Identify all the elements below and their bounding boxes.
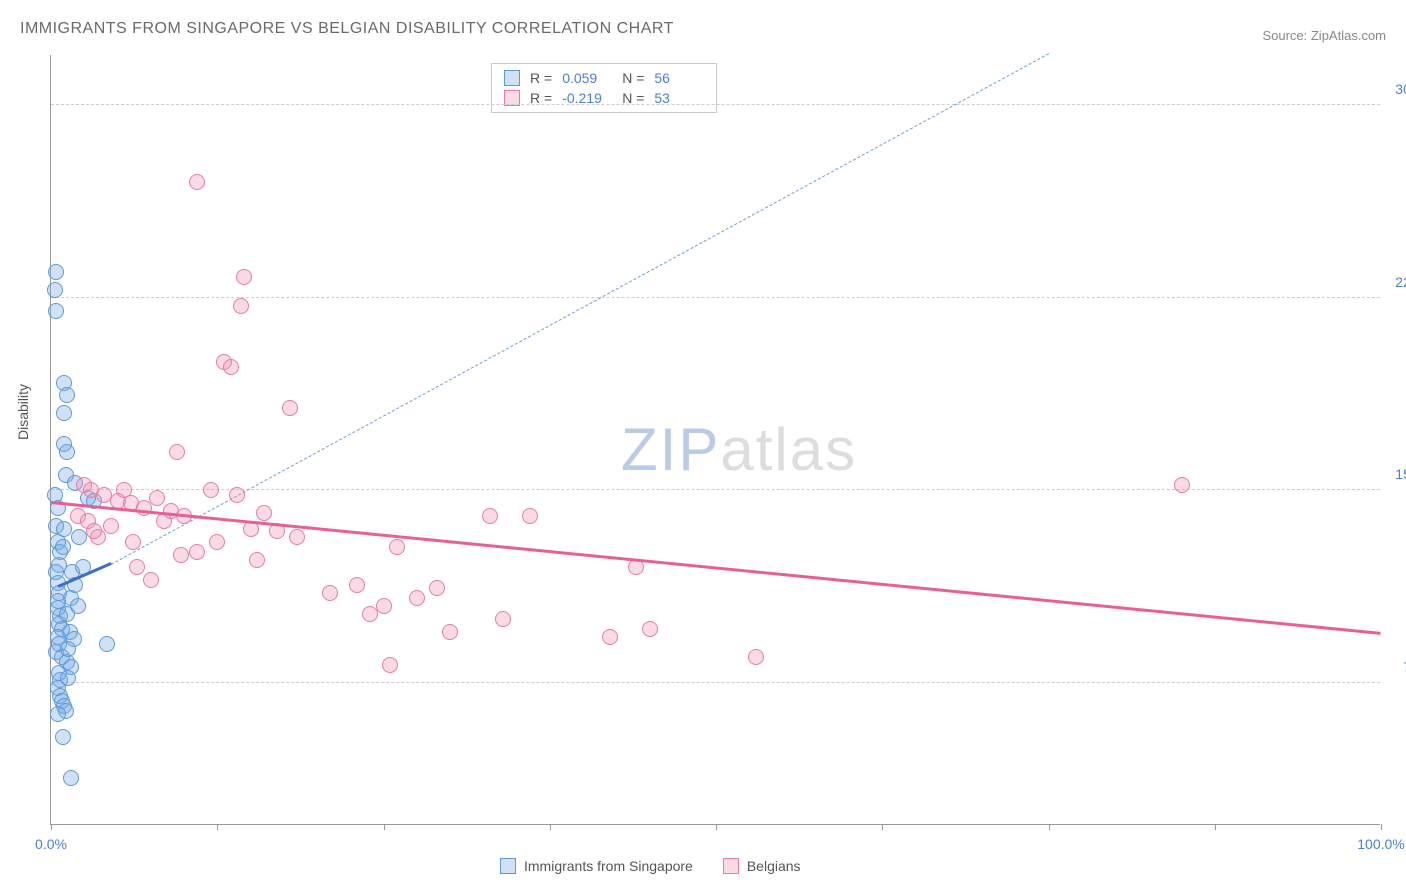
data-point bbox=[48, 264, 64, 280]
data-point bbox=[56, 405, 72, 421]
data-point bbox=[189, 544, 205, 560]
x-tick bbox=[882, 824, 883, 830]
data-point bbox=[442, 624, 458, 640]
data-point bbox=[382, 657, 398, 673]
data-point bbox=[99, 636, 115, 652]
x-tick-label: 0.0% bbox=[35, 836, 67, 852]
x-tick bbox=[1381, 824, 1382, 830]
watermark-atlas: atlas bbox=[720, 416, 857, 483]
data-point bbox=[71, 529, 87, 545]
data-point bbox=[236, 269, 252, 285]
swatch-icon bbox=[504, 70, 520, 86]
data-point bbox=[522, 508, 538, 524]
data-point bbox=[59, 387, 75, 403]
data-point bbox=[482, 508, 498, 524]
data-point bbox=[48, 303, 64, 319]
data-point bbox=[86, 523, 102, 539]
data-point bbox=[495, 611, 511, 627]
data-point bbox=[169, 444, 185, 460]
data-point bbox=[189, 174, 205, 190]
data-point bbox=[55, 539, 71, 555]
watermark: ZIPatlas bbox=[621, 415, 857, 484]
data-point bbox=[389, 539, 405, 555]
data-point bbox=[748, 649, 764, 665]
stat-value-n: 56 bbox=[654, 70, 704, 86]
x-tick bbox=[550, 824, 551, 830]
data-point bbox=[125, 534, 141, 550]
swatch-icon bbox=[500, 858, 516, 874]
bottom-legend: Immigrants from Singapore Belgians bbox=[500, 858, 801, 874]
x-tick-label: 100.0% bbox=[1357, 836, 1404, 852]
data-point bbox=[203, 482, 219, 498]
data-point bbox=[209, 534, 225, 550]
y-axis-label: Disability bbox=[15, 384, 31, 440]
trend-line bbox=[111, 53, 1049, 565]
data-point bbox=[60, 641, 76, 657]
x-tick bbox=[51, 824, 52, 830]
data-point bbox=[229, 487, 245, 503]
data-point bbox=[136, 500, 152, 516]
data-point bbox=[409, 590, 425, 606]
data-point bbox=[103, 518, 119, 534]
data-point bbox=[249, 552, 265, 568]
data-point bbox=[1174, 477, 1190, 493]
data-point bbox=[429, 580, 445, 596]
legend-item: Immigrants from Singapore bbox=[500, 858, 693, 874]
data-point bbox=[56, 521, 72, 537]
stat-label-n: N = bbox=[622, 70, 644, 86]
data-point bbox=[149, 490, 165, 506]
data-point bbox=[143, 572, 159, 588]
x-tick bbox=[1215, 824, 1216, 830]
data-point bbox=[63, 770, 79, 786]
stats-row: R = 0.059 N = 56 bbox=[504, 68, 704, 88]
legend-label: Belgians bbox=[747, 858, 801, 874]
data-point bbox=[173, 547, 189, 563]
data-point bbox=[282, 400, 298, 416]
data-point bbox=[59, 444, 75, 460]
trend-line bbox=[51, 501, 1381, 634]
data-point bbox=[322, 585, 338, 601]
swatch-icon bbox=[723, 858, 739, 874]
x-tick bbox=[217, 824, 218, 830]
y-tick-label: 30.0% bbox=[1385, 81, 1406, 97]
data-point bbox=[289, 529, 305, 545]
data-point bbox=[70, 598, 86, 614]
data-point bbox=[642, 621, 658, 637]
grid-line bbox=[51, 297, 1380, 298]
y-tick-label: 22.5% bbox=[1385, 274, 1406, 290]
data-point bbox=[233, 298, 249, 314]
scatter-chart: ZIPatlas R = 0.059 N = 56 R = -0.219 N =… bbox=[50, 55, 1380, 825]
data-point bbox=[129, 559, 145, 575]
legend-label: Immigrants from Singapore bbox=[524, 858, 693, 874]
stat-value-r: 0.059 bbox=[562, 70, 612, 86]
data-point bbox=[55, 729, 71, 745]
grid-line bbox=[51, 104, 1380, 105]
data-point bbox=[47, 282, 63, 298]
y-tick-label: 7.5% bbox=[1385, 659, 1406, 675]
source-attribution: Source: ZipAtlas.com bbox=[1262, 28, 1386, 43]
data-point bbox=[50, 706, 66, 722]
grid-line bbox=[51, 682, 1380, 683]
data-point bbox=[602, 629, 618, 645]
data-point bbox=[223, 359, 239, 375]
data-point bbox=[349, 577, 365, 593]
data-point bbox=[376, 598, 392, 614]
x-tick bbox=[1049, 824, 1050, 830]
y-tick-label: 15.0% bbox=[1385, 466, 1406, 482]
data-point bbox=[256, 505, 272, 521]
stat-label-r: R = bbox=[530, 70, 552, 86]
x-tick bbox=[716, 824, 717, 830]
correlation-stats-box: R = 0.059 N = 56 R = -0.219 N = 53 bbox=[491, 63, 717, 113]
x-tick bbox=[384, 824, 385, 830]
chart-title: IMMIGRANTS FROM SINGAPORE VS BELGIAN DIS… bbox=[20, 20, 674, 38]
legend-item: Belgians bbox=[723, 858, 801, 874]
watermark-zip: ZIP bbox=[621, 416, 720, 483]
